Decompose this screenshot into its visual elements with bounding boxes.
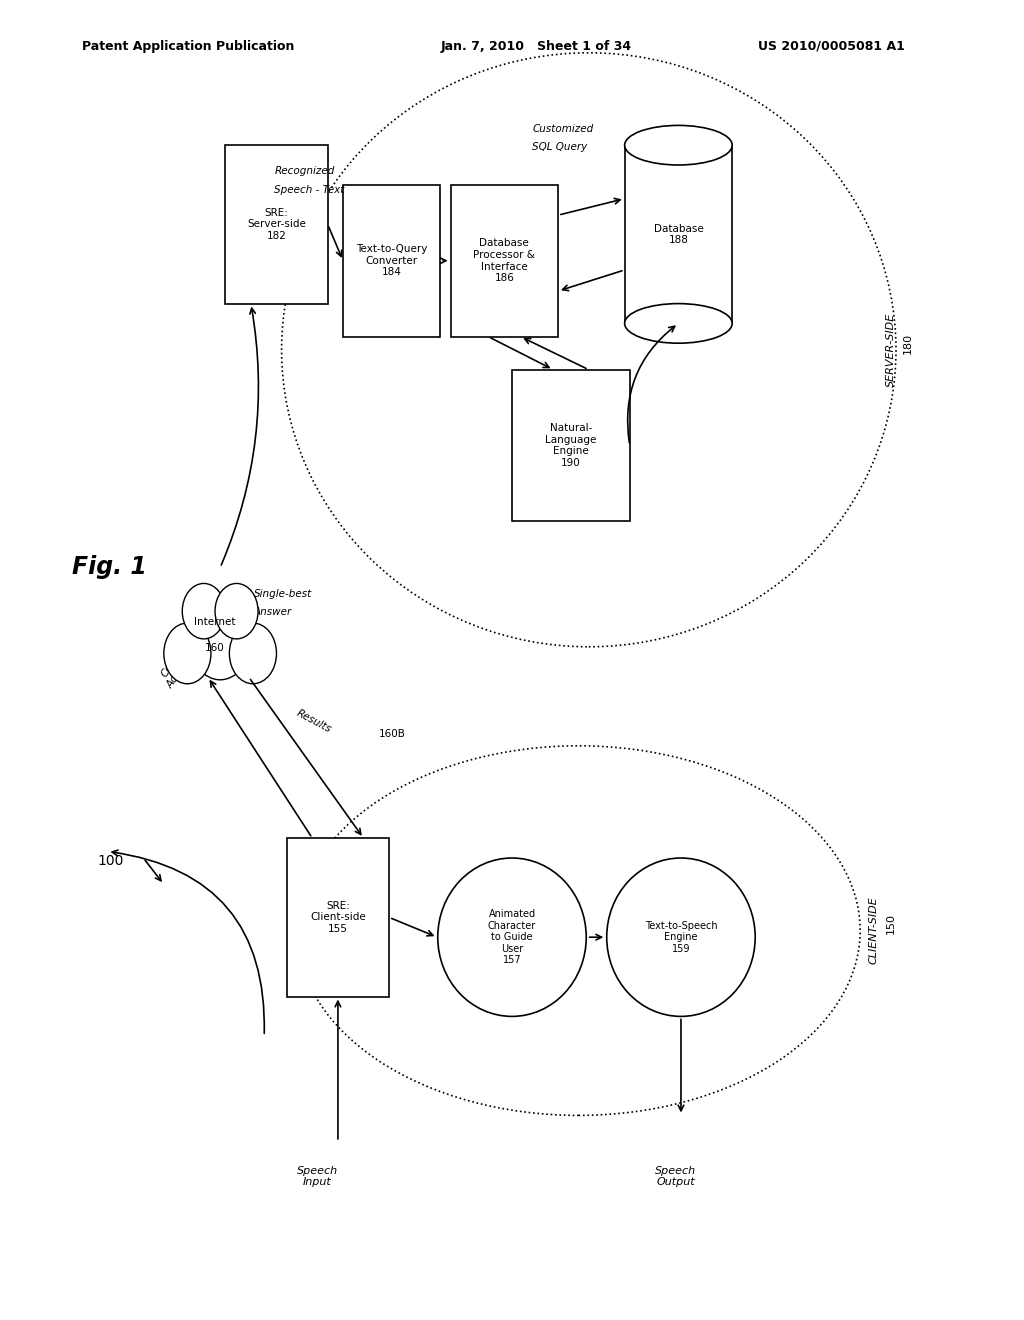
FancyBboxPatch shape (451, 185, 558, 337)
Text: Speech - Text: Speech - Text (274, 185, 345, 195)
Circle shape (164, 623, 211, 684)
FancyBboxPatch shape (225, 145, 328, 304)
Text: 100: 100 (97, 854, 124, 867)
Ellipse shape (625, 125, 732, 165)
Text: Answer: Answer (254, 607, 292, 618)
FancyBboxPatch shape (343, 185, 440, 337)
Text: US 2010/0005081 A1: US 2010/0005081 A1 (758, 40, 904, 53)
Text: Single-best: Single-best (254, 589, 312, 599)
Text: Patent Application Publication: Patent Application Publication (82, 40, 294, 53)
Text: Text-to-Query
Converter
184: Text-to-Query Converter 184 (356, 244, 427, 277)
Text: 150: 150 (886, 913, 896, 935)
Text: Animated
Character
to Guide
User
157: Animated Character to Guide User 157 (487, 909, 537, 965)
Text: Internet: Internet (195, 616, 236, 627)
Text: 160A: 160A (184, 639, 211, 649)
Text: Results: Results (295, 708, 333, 735)
Text: SERVER-SIDE: SERVER-SIDE (886, 313, 896, 387)
Text: Jan. 7, 2010   Sheet 1 of 34: Jan. 7, 2010 Sheet 1 of 34 (440, 40, 632, 53)
Text: Fig. 1: Fig. 1 (72, 556, 146, 579)
Ellipse shape (438, 858, 586, 1016)
Circle shape (215, 583, 258, 639)
Circle shape (189, 601, 251, 680)
Text: SRE:
Client-side
155: SRE: Client-side 155 (310, 900, 366, 935)
Text: 160B: 160B (379, 729, 406, 739)
FancyBboxPatch shape (625, 145, 732, 323)
Text: Text-to-Speech
Engine
159: Text-to-Speech Engine 159 (645, 920, 717, 954)
Text: Database
Processor &
Interface
186: Database Processor & Interface 186 (473, 239, 536, 282)
Circle shape (182, 583, 225, 639)
Ellipse shape (606, 858, 756, 1016)
Text: Natural-
Language
Engine
190: Natural- Language Engine 190 (545, 424, 597, 467)
Text: CLIENT-SIDE: CLIENT-SIDE (868, 896, 879, 965)
Text: SQL Query: SQL Query (532, 143, 588, 153)
Text: 180: 180 (903, 333, 913, 354)
Text: Speech
Output: Speech Output (655, 1166, 696, 1188)
FancyBboxPatch shape (287, 838, 389, 997)
Ellipse shape (625, 304, 732, 343)
Text: Database
188: Database 188 (653, 223, 703, 246)
Text: Compressed
Acoustic MFCC
Vectors: Compressed Acoustic MFCC Vectors (156, 615, 227, 697)
Text: Customized: Customized (532, 124, 594, 135)
Text: Recognized: Recognized (274, 166, 335, 177)
Text: 160: 160 (205, 643, 225, 653)
Text: SRE:
Server-side
182: SRE: Server-side 182 (247, 207, 306, 242)
FancyBboxPatch shape (512, 370, 630, 521)
Text: Speech
Input: Speech Input (297, 1166, 338, 1188)
Circle shape (229, 623, 276, 684)
